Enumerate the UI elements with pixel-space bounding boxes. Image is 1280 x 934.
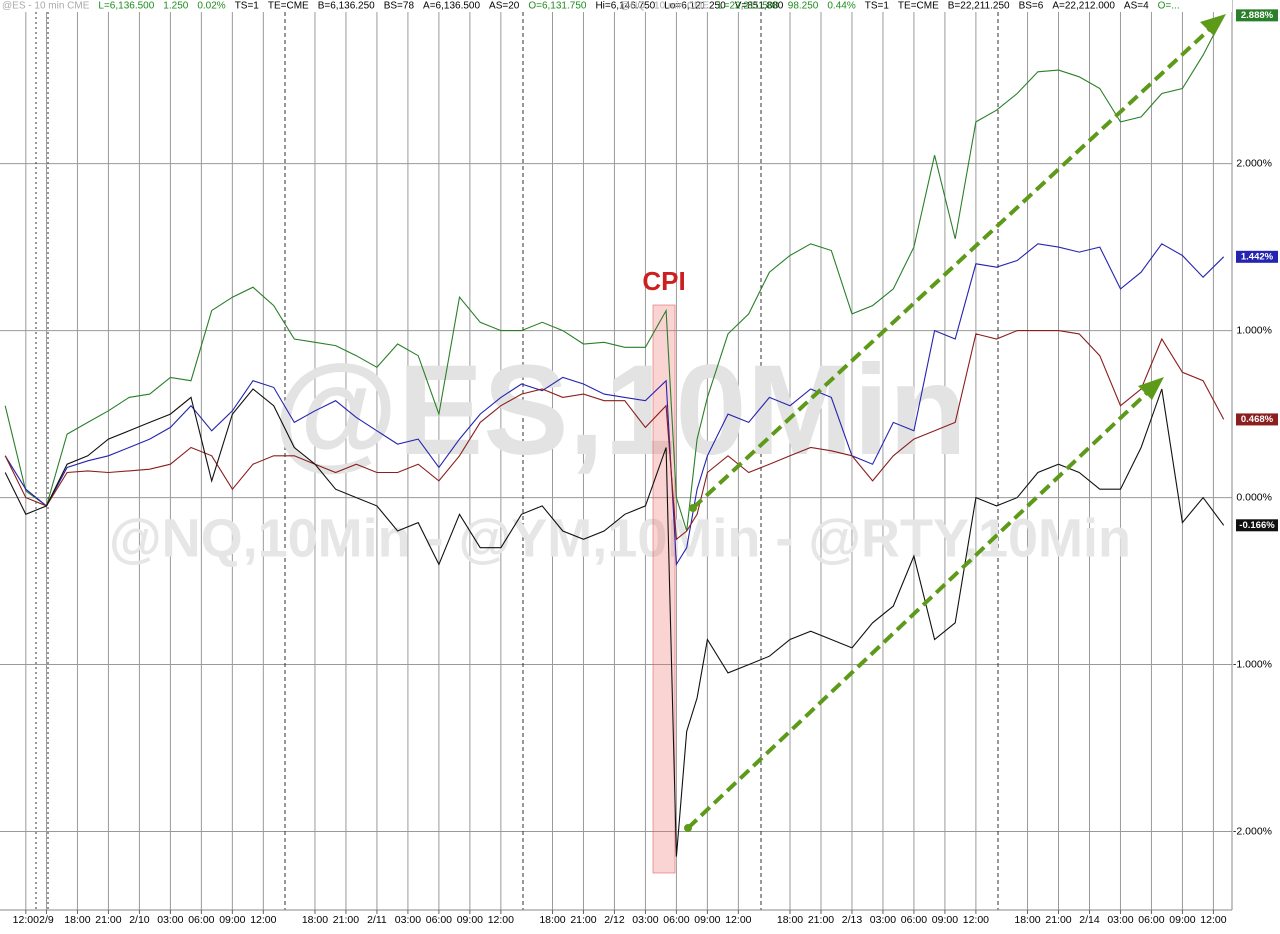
x-tick-label: 18:00 <box>777 914 803 926</box>
header-item: 1.250 <box>163 1 188 12</box>
header-item: 0.44% <box>827 1 855 12</box>
x-axis-panel <box>0 910 1280 934</box>
header-item: L=6,136.500 <box>98 1 154 12</box>
x-tick-label: 2/13 <box>842 914 863 926</box>
x-tick-label: 12:00 <box>1200 914 1226 926</box>
x-tick-label: 03:00 <box>395 914 421 926</box>
x-tick-label: 06:00 <box>663 914 689 926</box>
header-item: TE=CME <box>898 1 939 12</box>
x-tick-label: 12:00 <box>488 914 514 926</box>
x-tick-label: 12:00 <box>250 914 276 926</box>
last-value-badge <box>1236 519 1278 532</box>
x-tick-label: 09:00 <box>694 914 720 926</box>
header-item: AS=4 <box>1124 1 1149 12</box>
arrow-dot <box>684 824 692 832</box>
x-tick-label: 03:00 <box>1107 914 1133 926</box>
x-tick-label: 06:00 <box>1138 914 1164 926</box>
header-item: O=... <box>1158 1 1180 12</box>
grid <box>0 12 1232 910</box>
arrow-head <box>1138 377 1164 400</box>
y-tick-label: 0.000% <box>1236 491 1272 503</box>
header-item: O=6,131.750 <box>528 1 587 12</box>
watermark: @NQ,10Min - @YM,10Min - @RTY,10Min <box>109 508 1131 568</box>
last-value-label: 0.468% <box>1241 414 1274 425</box>
header-item: TS=1 <box>865 1 890 12</box>
header-item: Hi=6,146.750 <box>595 1 655 12</box>
header-item: L=22,211.500 <box>718 1 779 12</box>
series-line <box>4 15 1225 532</box>
x-tick-label: 18:00 <box>539 914 565 926</box>
header-item: @ES - 10 min CME <box>2 1 90 12</box>
x-tick-label: 12:00 <box>725 914 751 926</box>
session-breaks <box>35 12 999 910</box>
x-tick-label: 03:00 <box>632 914 658 926</box>
x-tick-label: 09:00 <box>932 914 958 926</box>
header-item: 0.02% <box>197 1 225 12</box>
header-item: BS=78 <box>384 1 415 12</box>
x-tick-label: 2/9 <box>39 914 54 926</box>
arrow-dot <box>689 504 697 512</box>
x-tick-label: 2/14 <box>1079 914 1100 926</box>
x-tick-label: 21:00 <box>95 914 121 926</box>
last-value-label: -0.166% <box>1239 520 1275 531</box>
x-tick-label: 2/12 <box>604 914 625 926</box>
x-tick-label: 09:00 <box>1169 914 1195 926</box>
header-item: @NQ - 10 min CME <box>620 1 709 12</box>
x-tick-label: 2/10 <box>129 914 150 926</box>
x-tick-label: 09:00 <box>457 914 483 926</box>
x-tick-label: 18:00 <box>1014 914 1040 926</box>
last-value-label: 1.442% <box>1241 251 1274 262</box>
series-line <box>4 330 1225 541</box>
x-tick-label: 21:00 <box>808 914 834 926</box>
x-tick-label: 06:00 <box>426 914 452 926</box>
annotation: CPI <box>642 266 685 296</box>
lines <box>4 15 1225 857</box>
x-tick-label: 03:00 <box>157 914 183 926</box>
x-tick-label: 12:00 <box>13 914 39 926</box>
x-tick-label: 18:00 <box>302 914 328 926</box>
x-tick-label: 06:00 <box>901 914 927 926</box>
arrow <box>686 388 1152 830</box>
trend-arrows <box>684 14 1226 832</box>
x-tick-label: 2/11 <box>367 914 387 926</box>
x-tick-label: 18:00 <box>64 914 90 926</box>
header: @ES - 10 min CME L=6,136.500 1.250 0.02% TS=… <box>2 1 1180 12</box>
header-item: AS=20 <box>489 1 520 12</box>
series-line <box>4 388 1225 857</box>
y-tick-label: 2.000% <box>1236 157 1272 169</box>
header-item: A=6,136.500 <box>423 1 480 12</box>
header-item: Lo=6,121.250 <box>664 1 726 12</box>
header-item: BS=6 <box>1019 1 1044 12</box>
last-value-badge <box>1236 9 1278 22</box>
x-tick-label: 21:00 <box>570 914 596 926</box>
watermark: @ES,10Min <box>273 339 967 482</box>
last-value-label: 2.888% <box>1241 10 1274 21</box>
header-item: TE=CME <box>268 1 309 12</box>
header-bar <box>0 0 1232 12</box>
last-value-badge <box>1236 413 1278 426</box>
y-tick-label: 1.000% <box>1236 324 1272 336</box>
x-tick-label: 21:00 <box>1045 914 1071 926</box>
header-item: A=22,212.000 <box>1052 1 1115 12</box>
last-value-badge <box>1236 250 1278 263</box>
y-tick-label: -1.000% <box>1233 658 1272 670</box>
x-tick-label: 09:00 <box>219 914 245 926</box>
header-item: V=851,880 <box>735 1 784 12</box>
x-tick-label: 21:00 <box>333 914 359 926</box>
header-item: TS=1 <box>235 1 260 12</box>
arrow <box>691 25 1214 510</box>
x-tick-label: 12:00 <box>963 914 989 926</box>
header-item: B=22,211.250 <box>948 1 1010 12</box>
x-tick-label: 03:00 <box>870 914 896 926</box>
header-item: B=6,136.250 <box>318 1 375 12</box>
arrow-head <box>1200 14 1226 36</box>
right-axis-panel <box>1232 0 1280 934</box>
y-tick-label: -2.000% <box>1233 825 1272 837</box>
labels: 12:00 2/9 18:00 21:00 2/10 03:00 06:00 09:00 12:… <box>13 9 1278 926</box>
x-tick-label: 06:00 <box>188 914 214 926</box>
header-item: 98.250 <box>788 1 819 12</box>
series-line <box>4 243 1225 567</box>
